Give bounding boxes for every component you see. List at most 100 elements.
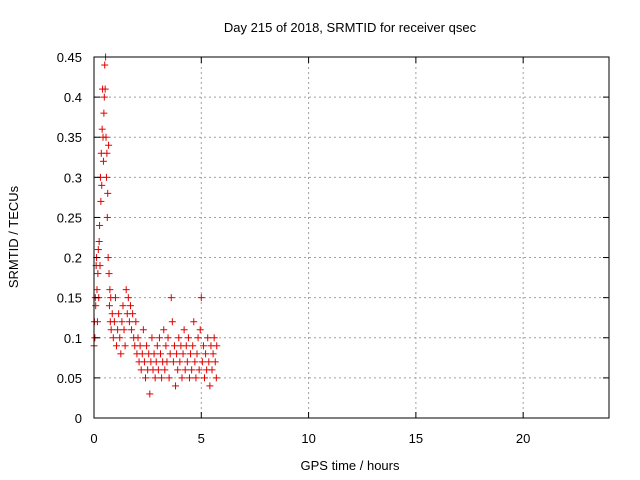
y-tick-label: 0.35 bbox=[57, 130, 82, 145]
data-point-marker bbox=[102, 173, 110, 181]
data-point-marker bbox=[98, 125, 106, 133]
data-point-marker bbox=[195, 366, 203, 374]
data-point-marker bbox=[173, 350, 181, 358]
data-point-marker bbox=[104, 254, 112, 262]
data-point-marker bbox=[198, 358, 206, 366]
data-point-marker bbox=[113, 342, 121, 350]
data-point-marker bbox=[158, 374, 166, 382]
axis-ticks bbox=[93, 56, 609, 419]
x-tick-labels: 0 5 10 15 20 bbox=[90, 431, 530, 446]
data-point-marker bbox=[136, 342, 144, 350]
data-point-marker bbox=[108, 310, 116, 318]
y-tick-label: 0.3 bbox=[64, 170, 82, 185]
data-point-marker bbox=[100, 93, 108, 101]
data-point-marker bbox=[155, 334, 163, 342]
data-point-marker bbox=[116, 334, 124, 342]
x-tick-label: 10 bbox=[301, 431, 315, 446]
data-point-marker bbox=[95, 238, 103, 246]
y-tick-label: 0.2 bbox=[64, 251, 82, 266]
data-point-marker bbox=[101, 85, 109, 93]
data-point-marker bbox=[178, 374, 186, 382]
data-point-marker bbox=[94, 246, 102, 254]
data-point-marker bbox=[140, 358, 148, 366]
data-point-marker bbox=[157, 350, 165, 358]
y-tick-label: 0.25 bbox=[57, 210, 82, 225]
data-point-marker bbox=[179, 350, 187, 358]
y-tick-label: 0.15 bbox=[57, 291, 82, 306]
data-point-marker bbox=[115, 310, 123, 318]
data-point-marker bbox=[137, 366, 145, 374]
data-point-marker bbox=[199, 342, 207, 350]
data-point-marker bbox=[188, 366, 196, 374]
data-point-marker bbox=[213, 342, 221, 350]
data-point-marker bbox=[109, 334, 117, 342]
y-tick-labels: 0 0.05 0.1 0.15 0.2 0.25 0.3 0.35 0.4 0.45 bbox=[57, 50, 82, 426]
data-point-marker bbox=[142, 374, 149, 382]
chart-title: Day 215 of 2018, SRMTID for receiver qse… bbox=[224, 20, 477, 35]
data-point-marker bbox=[104, 189, 112, 197]
data-point-marker bbox=[96, 221, 104, 229]
x-axis-label: GPS time / hours bbox=[301, 458, 400, 473]
data-point-marker bbox=[122, 286, 130, 294]
data-point-marker bbox=[196, 326, 204, 334]
data-point-marker bbox=[105, 141, 113, 149]
data-point-marker bbox=[102, 133, 110, 141]
data-point-marker bbox=[170, 342, 178, 350]
data-point-marker bbox=[167, 294, 175, 302]
data-point-marker bbox=[154, 366, 162, 374]
y-tick-label: 0.05 bbox=[57, 371, 82, 386]
data-point-marker bbox=[169, 358, 177, 366]
data-point-marker bbox=[201, 374, 209, 382]
data-point-marker bbox=[119, 302, 127, 310]
data-point-marker bbox=[152, 358, 160, 366]
y-tick-label: 0.45 bbox=[57, 50, 82, 65]
data-point-marker bbox=[110, 318, 118, 326]
data-point-marker bbox=[190, 318, 198, 326]
data-point-marker bbox=[103, 213, 111, 221]
data-point-marker bbox=[212, 374, 220, 382]
y-tick-label: 0.4 bbox=[64, 90, 82, 105]
y-tick-label: 0.1 bbox=[64, 331, 82, 346]
data-point-marker bbox=[176, 358, 184, 366]
data-point-marker bbox=[194, 334, 202, 342]
data-point-marker bbox=[163, 358, 171, 366]
data-point-marker bbox=[120, 326, 128, 334]
data-point-marker bbox=[161, 366, 169, 374]
data-point-marker bbox=[99, 157, 107, 165]
data-point-marker bbox=[151, 374, 159, 382]
data-point-marker bbox=[162, 342, 170, 350]
data-point-marker bbox=[124, 294, 132, 302]
data-point-marker bbox=[134, 334, 142, 342]
data-point-marker bbox=[96, 262, 104, 270]
data-point-marker bbox=[107, 326, 115, 334]
data-point-marker bbox=[98, 181, 106, 189]
data-point-marker bbox=[211, 358, 219, 366]
data-point-marker bbox=[189, 342, 197, 350]
y-axis-label: SRMTID / TECUs bbox=[6, 185, 21, 288]
data-point-marker bbox=[129, 310, 137, 318]
data-point-marker bbox=[172, 382, 180, 390]
data-point-marker bbox=[174, 366, 182, 374]
data-point-marker bbox=[160, 326, 168, 334]
data-point-marker bbox=[121, 342, 129, 350]
data-point-marker bbox=[143, 342, 151, 350]
data-point-marker bbox=[97, 197, 105, 205]
data-point-marker bbox=[184, 334, 192, 342]
data-point-marker bbox=[139, 326, 147, 334]
y-tick-label: 0 bbox=[75, 411, 82, 426]
data-point-marker bbox=[175, 334, 183, 342]
data-point-marker bbox=[192, 374, 200, 382]
data-point-marker bbox=[93, 286, 101, 294]
data-point-marker bbox=[208, 366, 216, 374]
data-point-marker bbox=[202, 350, 210, 358]
data-point-marker bbox=[100, 109, 108, 117]
data-point-marker bbox=[117, 350, 125, 358]
plot-frame bbox=[93, 56, 610, 419]
data-point-marker bbox=[106, 286, 114, 294]
data-point-marker bbox=[197, 294, 205, 302]
data-point-marker bbox=[209, 350, 217, 358]
data-point-marker bbox=[183, 358, 191, 366]
data-point-marker bbox=[204, 334, 212, 342]
data-point-marker bbox=[114, 326, 122, 334]
